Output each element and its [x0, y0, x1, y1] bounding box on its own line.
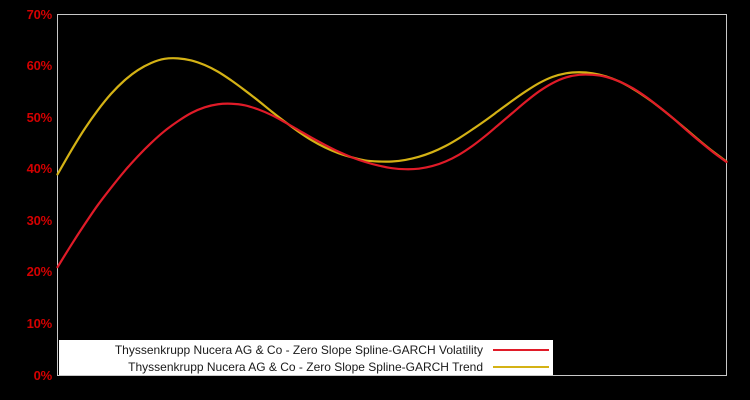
y-axis-label-50pct: 50%: [26, 109, 53, 125]
y-axis-label-70pct: 70%: [26, 6, 53, 22]
y-axis-label-30pct: 30%: [26, 212, 53, 228]
legend-swatch-trend: [493, 365, 549, 368]
legend-item-volatility: Thyssenkrupp Nucera AG & Co - Zero Slope…: [59, 341, 553, 358]
legend-label-volatility: Thyssenkrupp Nucera AG & Co - Zero Slope…: [114, 342, 483, 357]
y-axis-label-20pct: 20%: [26, 264, 53, 280]
legend-swatch-volatility: [493, 348, 549, 351]
legend-item-trend: Thyssenkrupp Nucera AG & Co - Zero Slope…: [59, 358, 553, 375]
plot-frame-border: [57, 14, 727, 376]
legend-label-trend: Thyssenkrupp Nucera AG & Co - Zero Slope…: [128, 359, 483, 374]
y-axis-tick-labels: 70% 60% 50% 40% 30% 20% 10% 0%: [0, 0, 53, 400]
y-axis-label-40pct: 40%: [26, 161, 53, 177]
chart-legend: Thyssenkrupp Nucera AG & Co - Zero Slope…: [59, 340, 553, 375]
y-axis-label-60pct: 60%: [26, 58, 53, 74]
y-axis-label-10pct: 10%: [26, 315, 53, 331]
series-line-volatility: [56, 73, 728, 269]
y-axis-label-0pct: 0%: [33, 367, 53, 383]
